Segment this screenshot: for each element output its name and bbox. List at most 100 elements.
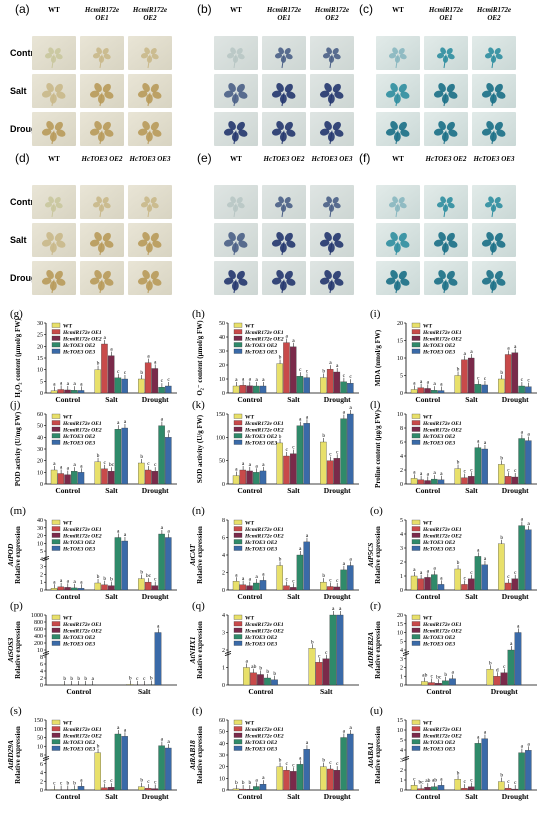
axis-break [402, 756, 410, 759]
legend-label: WT [245, 323, 255, 329]
y-tick-label: 400 [34, 634, 43, 640]
legend-label: HcmiR172e OE1 [244, 527, 284, 533]
bar [511, 476, 519, 485]
y-tick-label: 8 [222, 518, 225, 524]
legend-swatch [51, 342, 61, 348]
bar [259, 784, 267, 791]
y-tick-label: 30 [219, 753, 225, 759]
seedling-photo [80, 223, 124, 257]
bar [50, 588, 58, 591]
bar [525, 440, 532, 485]
category-label: Control [55, 792, 80, 801]
category-label: Drought [142, 395, 169, 404]
y-tick-label: 10 [397, 631, 403, 637]
bar [340, 737, 347, 791]
y-tick-label: 10 [219, 776, 225, 782]
significance-letter: b [444, 672, 447, 678]
bar-chart: (g)H₂O₂ content (μmol/g FW) 0 5 10 15 20 25 30 a… [10, 308, 177, 404]
significance-letter: c [470, 778, 473, 784]
y-tick-label: 25 [37, 333, 43, 339]
column-label: WT [230, 155, 242, 163]
bar [114, 733, 122, 791]
significance-letter: a [53, 382, 56, 388]
y-tick-label: 20 [397, 613, 403, 619]
y-tick-label: 0 [40, 683, 43, 689]
significance-letter: b [97, 744, 100, 750]
significance-letter: a [343, 729, 346, 735]
significance-letter: a [343, 410, 346, 416]
bar [410, 478, 418, 485]
significance-letter: b [63, 676, 66, 682]
legend-label: HcTOE3 OE2 [422, 343, 455, 349]
bar [158, 387, 165, 394]
seedling-photo [128, 112, 172, 146]
bar [57, 389, 65, 394]
bar [424, 787, 431, 791]
bar [50, 469, 58, 485]
column-label: HcTOE3 OE2 [81, 155, 123, 163]
legend-swatch [411, 348, 421, 354]
significance-letter: b [84, 676, 87, 682]
axis-break [402, 651, 410, 654]
axis-break [42, 756, 50, 759]
significance-letter: a [255, 463, 258, 469]
column-label: WT [230, 6, 242, 14]
legend-swatch [411, 426, 421, 432]
bar [158, 533, 165, 591]
legend-label: WT [63, 720, 73, 726]
category-label: Salt [287, 486, 300, 495]
significance-letter: c [514, 468, 517, 474]
significance-letter: b [140, 778, 143, 784]
bar [525, 386, 532, 394]
legend-label: HcmiR172e OE2 [62, 533, 102, 539]
legend-label: HcTOE3 OE2 [62, 740, 95, 746]
legend-label: HcmiR172e OE1 [244, 727, 284, 733]
y-tick-label: 10 [397, 728, 403, 734]
significance-letter: a [124, 727, 127, 733]
significance-letter: a [80, 381, 83, 387]
axis-break [42, 556, 50, 559]
significance-letter: a [339, 606, 342, 612]
legend-label: HcmiR172e OE1 [62, 330, 102, 336]
legend-swatch [233, 526, 243, 532]
significance-letter: a [420, 471, 423, 477]
significance-letter: b [489, 660, 492, 666]
bar [165, 537, 172, 591]
bar [511, 788, 519, 791]
panel-label: (l) [370, 399, 381, 411]
legend-swatch [51, 519, 61, 525]
significance-letter: a [262, 775, 265, 781]
legend-label: WT [423, 414, 433, 420]
y-axis-label: MDA (nmol/g FW) [374, 329, 382, 386]
significance-letter: a [80, 777, 83, 783]
significance-letter: a [329, 360, 332, 366]
y-tick-label: 10 [397, 412, 403, 418]
bar [504, 582, 512, 591]
bar [138, 578, 145, 591]
y-axis-label: Relative expression [14, 621, 22, 679]
y-tick-label: 3 [40, 565, 43, 571]
bar [322, 658, 330, 686]
bar [144, 581, 152, 591]
legend-label: HcTOE3 OE2 [62, 635, 95, 641]
significance-letter: a [167, 529, 170, 535]
legend-swatch [51, 640, 61, 646]
bar [437, 479, 445, 485]
legend-swatch [411, 732, 421, 738]
significance-letter: a [80, 579, 83, 585]
legend-swatch [411, 621, 421, 627]
bar [276, 766, 283, 791]
y-tick-label: 4 [400, 648, 403, 654]
legend-swatch [411, 627, 421, 633]
bar [71, 390, 78, 394]
significance-letter: a [413, 469, 416, 475]
y-tick-label: 0 [222, 683, 225, 689]
y-tick-label: 30 [37, 321, 43, 327]
bar [259, 470, 267, 485]
bar [431, 390, 438, 394]
significance-letter: a [427, 379, 430, 385]
bar [481, 738, 488, 791]
y-tick-label: 2 [400, 768, 403, 774]
